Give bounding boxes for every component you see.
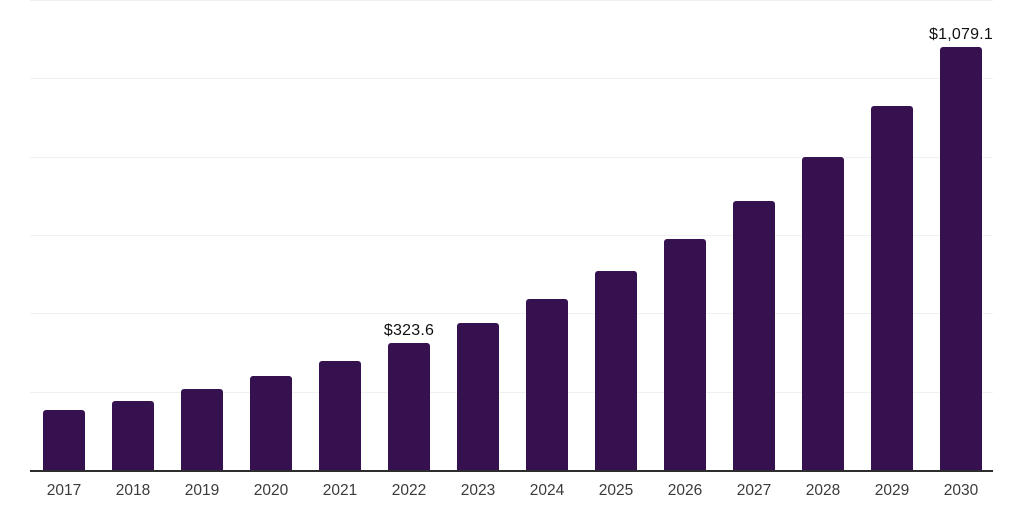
bar-2018 xyxy=(112,400,154,470)
x-axis: 2017 2018 2019 2020 2021 2022 2023 2024 2025 2026… xyxy=(30,480,993,506)
bar-2023 xyxy=(457,322,499,470)
x-axis-label-2030: 2030 xyxy=(943,482,979,499)
bar-2027 xyxy=(733,200,775,470)
x-axis-label-2022: 2022 xyxy=(391,482,427,499)
gridline xyxy=(30,313,993,315)
bar-2017 xyxy=(43,410,85,470)
plot-area: $323.6 $1,079.1 xyxy=(30,0,993,472)
x-axis-label-2026: 2026 xyxy=(667,482,703,499)
x-axis-label-2021: 2021 xyxy=(322,482,358,499)
x-axis-label-2018: 2018 xyxy=(115,482,151,499)
bar-2020 xyxy=(250,376,292,470)
bar-value-label-2022: $323.6 xyxy=(383,322,435,340)
gridline xyxy=(30,0,993,1)
bar-2028 xyxy=(802,157,844,470)
x-axis-label-2020: 2020 xyxy=(253,482,289,499)
bar-2026 xyxy=(664,238,706,470)
gridline xyxy=(30,235,993,236)
bar-2019 xyxy=(181,389,223,470)
x-axis-label-2028: 2028 xyxy=(805,482,841,499)
x-axis-label-2027: 2027 xyxy=(736,482,772,499)
x-axis-label-2017: 2017 xyxy=(46,482,82,499)
bar-2029 xyxy=(871,106,913,470)
bar-2022 xyxy=(388,343,430,470)
bar-value-label-2030: $1,079.1 xyxy=(929,26,993,44)
gridline xyxy=(30,391,993,393)
bar-2025 xyxy=(595,270,637,470)
bar-2021 xyxy=(319,360,361,470)
x-axis-label-2023: 2023 xyxy=(460,482,496,499)
x-axis-label-2029: 2029 xyxy=(874,482,910,499)
gridline xyxy=(30,156,993,158)
x-axis-label-2024: 2024 xyxy=(529,482,565,499)
bar-2030 xyxy=(940,47,982,470)
gridline xyxy=(30,78,993,80)
x-axis-label-2025: 2025 xyxy=(598,482,634,499)
bar-2024 xyxy=(526,298,568,470)
x-axis-label-2019: 2019 xyxy=(184,482,220,499)
